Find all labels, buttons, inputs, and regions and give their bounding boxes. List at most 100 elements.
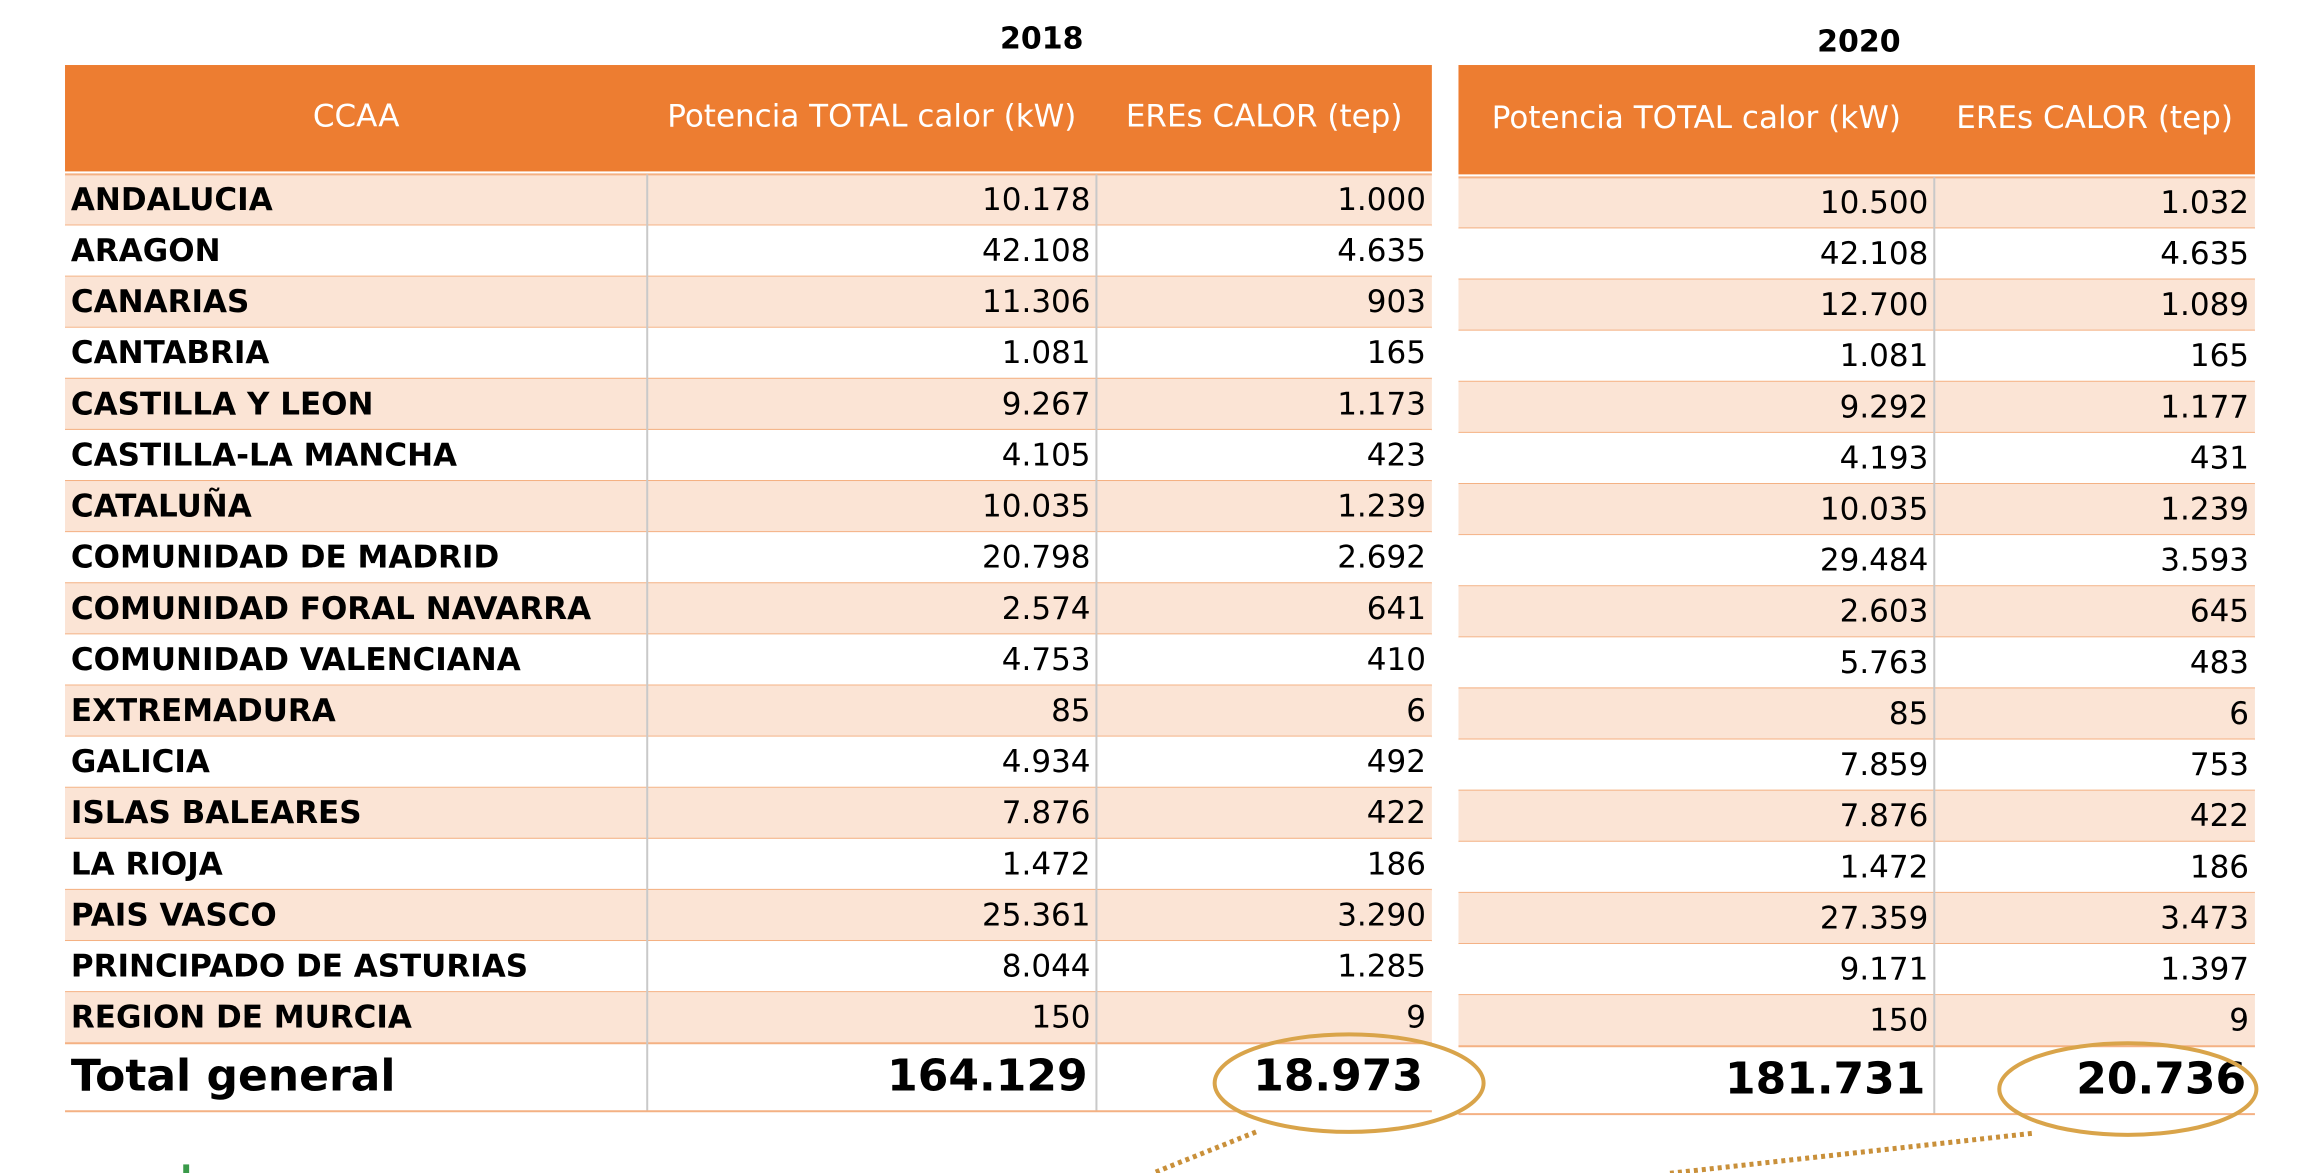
table-header (65, 65, 1432, 172)
value-cell: 9 (1406, 1000, 1426, 1036)
value-cell: 422 (1367, 795, 1426, 831)
value-cell: 2.574 (1002, 591, 1091, 627)
value-cell: 1.239 (2160, 492, 2249, 528)
value-cell: 431 (2190, 440, 2249, 476)
value-cell: 9 (2229, 1003, 2249, 1039)
value-cell: 10.500 (1820, 185, 1928, 221)
value-cell: 9.267 (1002, 386, 1091, 422)
total-value: 18.973 (1253, 1051, 1423, 1102)
value-cell: 423 (1367, 437, 1426, 473)
value-cell: 1.081 (1840, 338, 1929, 374)
region-name: ISLAS BALEARES (71, 795, 362, 831)
value-cell: 42.108 (982, 233, 1090, 269)
value-cell: 2.692 (1337, 540, 1426, 576)
total-value: 20.736 (2076, 1054, 2246, 1105)
region-name: PRINCIPADO DE ASTURIAS (71, 949, 528, 985)
table-row (65, 787, 1432, 839)
value-cell: 150 (1031, 1000, 1090, 1036)
value-cell: 7.876 (1002, 795, 1091, 831)
table-row (1458, 739, 2255, 791)
table-row (1458, 790, 2255, 842)
table-row (1458, 586, 2255, 638)
table-row (65, 327, 1432, 379)
table-row (1458, 943, 2255, 996)
value-cell: 641 (1367, 591, 1426, 627)
pointer-line (1669, 1130, 2033, 1173)
region-name: CASTILLA-LA MANCHA (71, 437, 457, 473)
total-value: 164.129 (887, 1051, 1087, 1102)
table-row (65, 225, 1432, 277)
table-row (1458, 637, 2255, 689)
value-cell: 3.473 (2160, 900, 2249, 936)
table-row (65, 941, 1432, 993)
region-name: REGION DE MURCIA (71, 1000, 412, 1036)
value-cell: 42.108 (1820, 236, 1928, 272)
region-name: ARAGON (71, 233, 221, 269)
value-cell: 85 (1889, 696, 1928, 732)
region-name: CANTABRIA (71, 335, 269, 371)
value-cell: 85 (1051, 693, 1090, 729)
value-cell: 165 (2190, 338, 2249, 374)
value-cell: 1.000 (1337, 182, 1426, 218)
header-cell: Potencia TOTAL calor (kW) (1492, 100, 1901, 136)
value-cell: 4.635 (2160, 236, 2249, 272)
table-row (65, 276, 1432, 328)
table-row (65, 429, 1432, 482)
value-cell: 7.876 (1840, 798, 1929, 834)
table-row (65, 736, 1432, 788)
table-row (65, 685, 1432, 737)
value-cell: 150 (1869, 1003, 1928, 1039)
value-cell: 12.700 (1820, 287, 1928, 323)
value-cell: 3.593 (2160, 543, 2249, 579)
value-cell: 1.239 (1337, 489, 1426, 525)
value-cell: 9.292 (1840, 389, 1929, 425)
table-header (1458, 65, 2255, 175)
value-cell: 4.193 (1840, 440, 1929, 476)
value-cell: 25.361 (982, 897, 1090, 933)
header-cell: EREs CALOR (tep) (1956, 100, 2233, 136)
value-cell: 7.859 (1840, 747, 1929, 783)
highlight-ellipse (1997, 1041, 2259, 1137)
bullet-mark (183, 1164, 190, 1173)
table-row (1458, 892, 2255, 944)
value-cell: 4.753 (1002, 642, 1091, 678)
value-cell: 1.081 (1002, 335, 1091, 371)
table-row (1458, 483, 2255, 536)
table-row (65, 532, 1432, 584)
value-cell: 1.089 (2160, 287, 2249, 323)
value-cell: 11.306 (982, 284, 1090, 320)
value-cell: 1.472 (1002, 846, 1091, 882)
year-label: 2020 (1817, 24, 1901, 59)
header-cell: CCAA (313, 99, 400, 135)
table-row (65, 174, 1432, 226)
region-name: COMUNIDAD DE MADRID (71, 540, 499, 576)
region-name: COMUNIDAD FORAL NAVARRA (71, 591, 591, 627)
region-name: CATALUÑA (71, 488, 252, 525)
value-cell: 483 (2190, 645, 2249, 681)
value-cell: 1.173 (1337, 386, 1426, 422)
value-cell: 645 (2190, 594, 2249, 630)
value-cell: 10.035 (1820, 492, 1928, 528)
region-name: CASTILLA Y LEON (71, 386, 374, 422)
value-cell: 186 (1367, 846, 1426, 882)
value-cell: 6 (2229, 696, 2249, 732)
total-value: 181.731 (1725, 1054, 1925, 1105)
value-cell: 5.763 (1840, 645, 1929, 681)
value-cell: 1.397 (2160, 952, 2249, 988)
value-cell: 1.177 (2160, 389, 2249, 425)
value-cell: 753 (2190, 747, 2249, 783)
region-name: COMUNIDAD VALENCIANA (71, 642, 521, 678)
value-cell: 410 (1367, 642, 1426, 678)
table-row (65, 634, 1432, 686)
table-row (65, 378, 1432, 430)
region-name: GALICIA (71, 744, 210, 780)
pointer-line (1151, 1129, 1257, 1173)
value-cell: 6 (1406, 693, 1426, 729)
value-cell: 4.635 (1337, 233, 1426, 269)
region-name: EXTREMADURA (71, 693, 336, 729)
table-row (1458, 688, 2255, 740)
total-label: Total general (71, 1051, 396, 1102)
table-row (65, 889, 1432, 942)
table-row (1458, 279, 2255, 331)
table-row (1458, 432, 2255, 484)
